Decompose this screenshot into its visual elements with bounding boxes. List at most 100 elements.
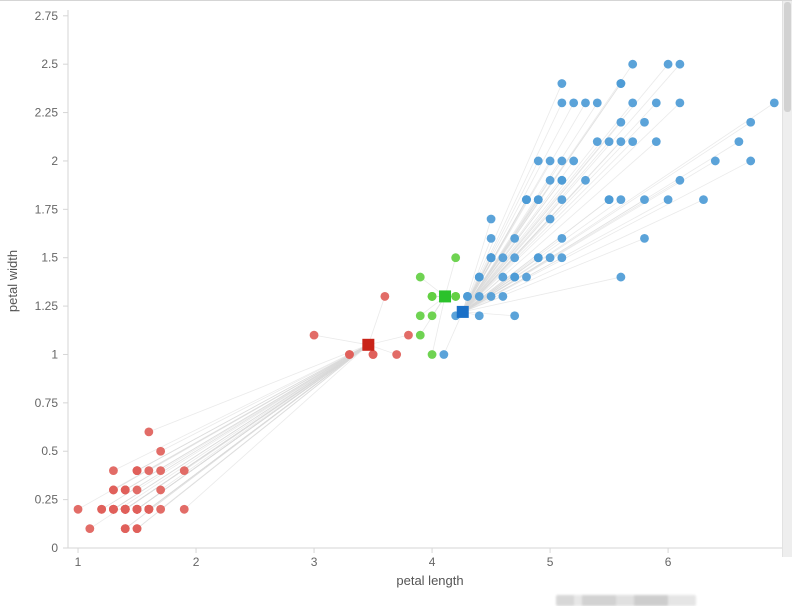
point-centroid-link bbox=[443, 311, 464, 355]
cluster-blue-point bbox=[557, 195, 567, 205]
point-centroid-link bbox=[136, 344, 369, 510]
cluster-green-point bbox=[451, 292, 461, 301]
point-centroid-link bbox=[160, 344, 369, 452]
point-centroid-link bbox=[148, 344, 369, 510]
point-centroid-link bbox=[462, 102, 657, 313]
point-centroid-link bbox=[462, 141, 598, 313]
scrollbar-thumb[interactable] bbox=[784, 2, 791, 112]
cluster-red-point bbox=[97, 504, 107, 514]
point-centroid-link bbox=[125, 344, 369, 510]
y-tick-label: 0 bbox=[51, 541, 58, 555]
point-centroid-link bbox=[444, 257, 457, 297]
cluster-blue-point bbox=[592, 137, 602, 146]
point-centroid-link bbox=[125, 344, 369, 491]
x-axis-title: petal length bbox=[396, 573, 463, 588]
y-tick-label: 1 bbox=[51, 347, 58, 361]
cluster-blue-point bbox=[640, 233, 649, 243]
point-centroid-link bbox=[113, 344, 369, 491]
point-centroid-link bbox=[431, 296, 446, 355]
cluster-red-point bbox=[345, 350, 354, 359]
cluster-green-centroid-marker bbox=[439, 290, 452, 303]
point-centroid-link bbox=[462, 121, 622, 313]
cluster-red-centroid-marker bbox=[362, 338, 375, 351]
y-tick-label: 1.75 bbox=[35, 202, 59, 216]
cluster-blue-point bbox=[592, 98, 602, 108]
cluster-blue-point bbox=[557, 175, 567, 185]
cluster-blue-point bbox=[533, 195, 543, 205]
cluster-blue-point bbox=[675, 98, 685, 108]
cluster-blue-point bbox=[510, 311, 520, 321]
cluster-blue-point bbox=[616, 272, 626, 282]
cluster-green-point bbox=[415, 311, 425, 321]
cluster-blue-point bbox=[498, 253, 508, 263]
cluster-blue-point bbox=[545, 253, 555, 263]
point-centroid-link bbox=[148, 344, 369, 433]
x-tick-label: 6 bbox=[665, 555, 672, 569]
cluster-blue-point bbox=[474, 272, 484, 282]
point-centroid-link bbox=[462, 141, 610, 313]
cluster-red-point bbox=[368, 350, 378, 359]
cluster-blue-point bbox=[510, 233, 520, 243]
cluster-blue-point bbox=[569, 156, 579, 166]
cluster-red-point bbox=[120, 524, 130, 534]
point-centroid-link bbox=[462, 160, 716, 313]
cluster-blue-point bbox=[769, 98, 779, 108]
cluster-blue-point bbox=[569, 98, 579, 108]
clipped-ui-artifact bbox=[556, 595, 696, 606]
point-centroid-link bbox=[462, 102, 633, 313]
axes: 1 2 3 4 5 6 0 0.25 0.5 0.75 1 1.25 1.5 1.75 2 2.25 2.5 2.… bbox=[35, 9, 788, 569]
cluster-blue-point bbox=[581, 98, 590, 108]
cluster-blue-point bbox=[699, 195, 708, 205]
x-tick-label: 2 bbox=[193, 555, 200, 569]
cluster-red-point bbox=[404, 330, 413, 340]
point-centroid-link bbox=[462, 121, 751, 313]
cluster-blue-point bbox=[486, 253, 496, 263]
centroids bbox=[362, 290, 469, 351]
cluster-blue-point bbox=[616, 79, 626, 88]
cluster-green-point bbox=[415, 272, 425, 282]
cluster-red-point bbox=[85, 524, 95, 534]
cluster-red-point bbox=[392, 350, 402, 359]
cluster-blue-point bbox=[474, 311, 484, 321]
cluster-blue-point bbox=[557, 233, 567, 243]
point-centroid-link bbox=[136, 344, 369, 529]
cluster-blue-point bbox=[616, 117, 626, 127]
cluster-red-point bbox=[179, 466, 189, 475]
cluster-red-point bbox=[120, 485, 130, 495]
scrollbar[interactable] bbox=[782, 1, 792, 557]
point-centroid-link bbox=[462, 257, 563, 313]
cluster-blue-point bbox=[557, 156, 567, 166]
cluster-red-point bbox=[132, 524, 142, 534]
cluster-blue-point bbox=[628, 98, 638, 108]
cluster-red-point bbox=[179, 504, 189, 514]
point-centroid-link bbox=[101, 344, 369, 510]
cluster-blue-point bbox=[545, 175, 555, 185]
point-centroid-link bbox=[368, 334, 409, 346]
point-centroid-link bbox=[313, 334, 369, 346]
cluster-red-point bbox=[156, 446, 166, 456]
cluster-blue-point bbox=[651, 98, 661, 108]
point-centroid-link bbox=[462, 311, 515, 317]
cluster-blue-point bbox=[498, 272, 508, 282]
centroid-links bbox=[77, 63, 775, 529]
cluster-red-point bbox=[109, 466, 118, 475]
cluster-blue-point bbox=[545, 214, 555, 224]
cluster-red-point bbox=[120, 504, 130, 514]
cluster-blue-point bbox=[557, 98, 567, 108]
cluster-red-point bbox=[156, 504, 166, 514]
window-top-border bbox=[0, 0, 792, 1]
cluster-blue-point bbox=[510, 253, 520, 263]
y-tick-label: 2.25 bbox=[35, 106, 59, 120]
x-tick-label: 4 bbox=[429, 555, 436, 569]
y-tick-label: 0.75 bbox=[35, 396, 59, 410]
cluster-blue-point bbox=[463, 292, 472, 301]
cluster-blue-point bbox=[533, 156, 543, 166]
cluster-red-point bbox=[109, 504, 118, 514]
cluster-blue-point bbox=[628, 59, 638, 69]
x-tick-label: 1 bbox=[75, 555, 82, 569]
cluster-red-point bbox=[132, 466, 142, 475]
y-tick-label: 1.25 bbox=[35, 299, 59, 313]
cluster-blue-point bbox=[533, 253, 543, 263]
